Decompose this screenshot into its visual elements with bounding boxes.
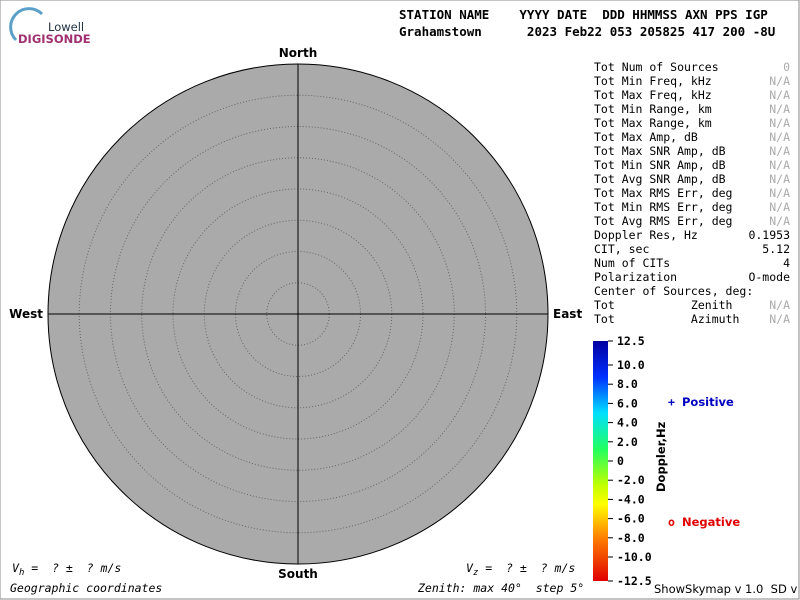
zenith-info: Zenith: max 40° step 5° [417, 581, 584, 595]
colorbar-tick-label: -8.0 [617, 531, 645, 545]
colorbar-tick-label: 4.0 [617, 416, 638, 430]
stat-value: 5.12 [762, 242, 790, 256]
stat-label: Tot Max SNR Amp, dB [594, 144, 726, 158]
colorbar-tick-label: 12.5 [617, 334, 645, 348]
stat-value: N/A [769, 144, 790, 158]
colorbar-tick-label: 6.0 [617, 396, 638, 410]
colorbar-tick-label: -6.0 [617, 512, 645, 526]
stat-value: N/A [769, 200, 790, 214]
stat-value: N/A [769, 214, 790, 228]
stat-label: Doppler Res, Hz [594, 228, 698, 242]
stat-label: Tot Azimuth [594, 312, 739, 326]
stat-label: Tot Avg SNR Amp, dB [594, 172, 726, 186]
legend-symbol: o [668, 515, 675, 529]
direction-label: East [553, 307, 582, 321]
stat-label: Tot Min SNR Amp, dB [594, 158, 726, 172]
colorbar-tick-label: 10.0 [617, 358, 645, 372]
stat-label: Tot Avg RMS Err, deg [594, 214, 732, 228]
stat-label: Tot Zenith [594, 298, 732, 312]
stat-value: N/A [769, 312, 790, 326]
stat-label: Tot Max Freq, kHz [594, 88, 712, 102]
stat-label: Tot Max RMS Err, deg [594, 186, 732, 200]
colorbar-tick-label: -12.5 [617, 574, 652, 588]
vh: Vh = ? ± ? m/s [12, 561, 121, 578]
stat-value: N/A [769, 298, 790, 312]
vh-sub: h [19, 568, 24, 578]
stat-value: 0 [783, 60, 790, 74]
logo-bottom: DIGISONDE [18, 32, 91, 46]
stat-label: Tot Min RMS Err, deg [594, 200, 732, 214]
header-labels: STATION NAME YYYY DATE DDD HHMMSS AXN PP… [399, 7, 768, 22]
stat-value: N/A [769, 116, 790, 130]
stat-label: Center of Sources, deg: [594, 284, 753, 298]
logo-top: Lowell [48, 20, 84, 34]
stat-label: Tot Max Range, km [594, 116, 712, 130]
stat-label: Tot Min Freq, kHz [594, 74, 712, 88]
vz-v: V [466, 561, 474, 575]
stat-value: N/A [769, 172, 790, 186]
vz-rest: = ? ± ? m/s [478, 561, 575, 575]
version: ShowSkymap v 1.0 SD v 5.1 [654, 582, 800, 596]
stat-label: Tot Min Range, km [594, 102, 712, 116]
stat-value: N/A [769, 158, 790, 172]
stat-label: CIT, sec [594, 242, 649, 256]
stat-label: Tot Num of Sources [594, 60, 719, 74]
colorbar-tick-label: -4.0 [617, 492, 645, 506]
colorbar-tick-label: 2.0 [617, 435, 638, 449]
stat-value: N/A [769, 74, 790, 88]
vh-v: V [12, 561, 20, 575]
vz-sub: z [473, 568, 478, 578]
colorbar-tick-label: 0 [617, 454, 624, 468]
direction-label: West [9, 307, 43, 321]
legend-label: Negative [682, 515, 740, 529]
vz: Vz = ? ± ? m/s [466, 561, 575, 578]
colorbar [593, 341, 608, 581]
stat-label: Tot Max Amp, dB [594, 130, 698, 144]
stat-label: Polarization [594, 270, 677, 284]
stat-value: N/A [769, 88, 790, 102]
stat-value: N/A [769, 130, 790, 144]
colorbar-tick-label: -10.0 [617, 550, 652, 564]
direction-label: North [279, 46, 317, 60]
colorbar-label: Doppler,Hz [654, 421, 668, 492]
coords: Geographic coordinates [10, 581, 162, 595]
colorbar-tick-label: 8.0 [617, 377, 638, 391]
stat-label: Num of CITs [594, 256, 670, 270]
stat-value: O-mode [748, 270, 790, 284]
legend-symbol: + [668, 395, 675, 409]
stat-value: N/A [769, 186, 790, 200]
colorbar-tick-label: -2.0 [617, 473, 645, 487]
header-values: Grahamstown 2023 Feb22 053 205825 417 20… [399, 24, 775, 39]
direction-label: South [278, 567, 318, 581]
vh-rest: = ? ± ? m/s [24, 561, 121, 575]
stat-value: 0.1953 [748, 228, 790, 242]
stat-value: 4 [783, 256, 790, 270]
legend-label: Positive [682, 395, 734, 409]
logo-arc [9, 7, 44, 42]
stat-value: N/A [769, 102, 790, 116]
